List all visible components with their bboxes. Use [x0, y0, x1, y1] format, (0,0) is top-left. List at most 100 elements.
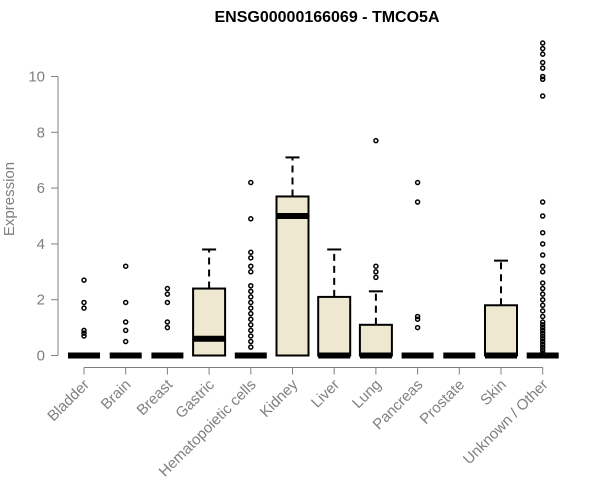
outlier-point [539, 76, 546, 83]
outlier-point [164, 291, 171, 297]
outlier-point [248, 310, 254, 317]
outlier-point [539, 65, 546, 71]
outlier-point [539, 324, 546, 331]
outlier-point [248, 249, 254, 256]
chart-title: ENSG00000166069 - TMCO5A [215, 9, 440, 26]
outlier-point [164, 285, 171, 292]
outlier-point [248, 327, 254, 334]
box-unknown-other [526, 40, 559, 359]
y-tick-label: 2 [37, 292, 45, 309]
y-tick-label: 6 [37, 180, 45, 197]
outlier-point [539, 40, 546, 46]
outlier-point [539, 319, 546, 325]
outlier-point [539, 347, 546, 353]
outlier-point [81, 299, 87, 306]
outlier-point [248, 316, 254, 322]
x-tick-label: Bladder [44, 376, 93, 425]
outlier-point [248, 333, 254, 339]
outlier-point [539, 341, 546, 348]
outlier-point [539, 199, 546, 205]
outlier-point [539, 338, 546, 345]
outlier-point [373, 274, 379, 281]
outlier-point [539, 336, 546, 342]
outlier-point [539, 51, 546, 57]
x-tick-label: Skin [477, 376, 510, 409]
box-iqr [275, 195, 310, 357]
box-brain [109, 263, 142, 359]
outlier-point [81, 333, 87, 339]
y-tick-label: 4 [37, 236, 45, 253]
x-tick-label: Liver [308, 376, 343, 411]
outlier-point [81, 277, 87, 283]
outlier-point [248, 179, 254, 186]
outlier-point [81, 305, 87, 311]
x-tick-label: Brain [98, 376, 135, 413]
outlier-point [248, 216, 254, 222]
outlier-point [539, 229, 546, 236]
outlier-point [539, 344, 546, 350]
box-skin [484, 259, 518, 359]
outlier-point [248, 255, 254, 261]
outlier-point [248, 322, 254, 328]
outlier-point [122, 338, 129, 345]
outlier-point [248, 294, 254, 300]
box-iqr [192, 287, 227, 357]
y-tick-label: 0 [37, 348, 45, 365]
outlier-point [539, 285, 546, 292]
outlier-point [164, 324, 171, 331]
outlier-point [539, 322, 546, 328]
x-tick-label: Prostate [417, 376, 469, 428]
outlier-point [122, 299, 129, 306]
box-iqr [317, 295, 352, 357]
outlier-point [539, 349, 546, 356]
outlier-point [81, 330, 87, 336]
box-liver [317, 248, 352, 359]
boxes-group [68, 40, 559, 359]
outlier-point [248, 344, 254, 350]
box-kidney [275, 156, 310, 357]
outlier-point [539, 93, 546, 99]
y-tick-label: 10 [28, 69, 45, 86]
outlier-point [414, 324, 421, 331]
outlier-point [539, 45, 546, 52]
outlier-point [248, 305, 254, 311]
outlier-point [539, 73, 546, 80]
box-gastric [192, 248, 227, 357]
box-iqr [484, 304, 518, 357]
outlier-point [539, 308, 546, 314]
outlier-point [414, 316, 421, 322]
outlier-point [539, 241, 546, 247]
outlier-point [539, 330, 546, 336]
outlier-point [248, 299, 254, 306]
outlier-point [539, 252, 546, 258]
x-tick-label: Kidney [257, 376, 302, 421]
outlier-point [122, 319, 129, 325]
outlier-point [539, 313, 546, 320]
outlier-point [81, 327, 87, 334]
outlier-point [539, 302, 546, 309]
outlier-point [373, 269, 379, 275]
y-tick-label: 8 [37, 124, 45, 141]
box-lung [358, 137, 393, 359]
outlier-point [539, 280, 546, 286]
outlier-point [248, 269, 254, 275]
outlier-point [539, 327, 546, 334]
outlier-point [248, 338, 254, 345]
outlier-point [539, 333, 546, 339]
box-bladder [68, 277, 100, 359]
outlier-point [539, 213, 546, 219]
outlier-point [539, 263, 546, 269]
outlier-point [539, 269, 546, 275]
outlier-point [373, 263, 379, 269]
outlier-point [414, 179, 421, 186]
outlier-point [373, 137, 379, 144]
outlier-point [248, 263, 254, 269]
x-tick-label: Lung [349, 376, 385, 412]
outlier-point [248, 283, 254, 289]
outlier-point [164, 299, 171, 306]
outlier-point [414, 313, 421, 320]
y-axis-label: Expression [1, 162, 18, 236]
outlier-point [248, 288, 254, 295]
